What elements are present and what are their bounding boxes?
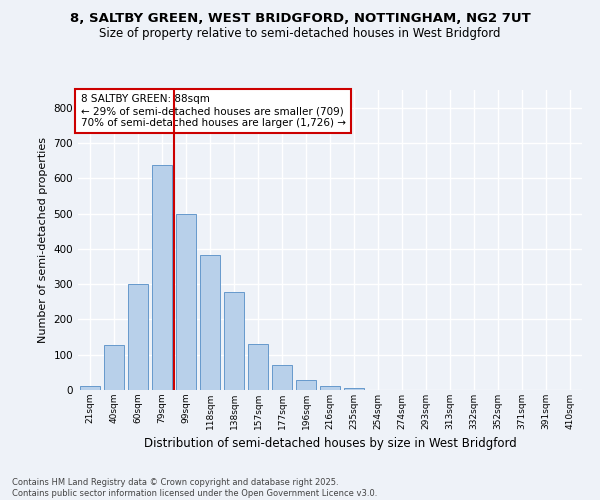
Text: Size of property relative to semi-detached houses in West Bridgford: Size of property relative to semi-detach…	[99, 28, 501, 40]
Text: 8 SALTBY GREEN: 88sqm
← 29% of semi-detached houses are smaller (709)
70% of sem: 8 SALTBY GREEN: 88sqm ← 29% of semi-deta…	[80, 94, 346, 128]
Bar	[176, 214, 196, 390]
X-axis label: Distribution of semi-detached houses by size in West Bridgford: Distribution of semi-detached houses by …	[143, 438, 517, 450]
Bar	[344, 388, 364, 390]
Y-axis label: Number of semi-detached properties: Number of semi-detached properties	[38, 137, 48, 343]
Bar	[320, 386, 340, 390]
Bar	[224, 292, 244, 390]
Bar	[296, 380, 316, 390]
Bar	[272, 366, 292, 390]
Bar	[104, 345, 124, 390]
Bar	[80, 386, 100, 390]
Text: 8, SALTBY GREEN, WEST BRIDGFORD, NOTTINGHAM, NG2 7UT: 8, SALTBY GREEN, WEST BRIDGFORD, NOTTING…	[70, 12, 530, 26]
Bar	[128, 284, 148, 390]
Bar	[152, 165, 172, 390]
Text: Contains HM Land Registry data © Crown copyright and database right 2025.
Contai: Contains HM Land Registry data © Crown c…	[12, 478, 377, 498]
Bar	[200, 255, 220, 390]
Bar	[248, 344, 268, 390]
